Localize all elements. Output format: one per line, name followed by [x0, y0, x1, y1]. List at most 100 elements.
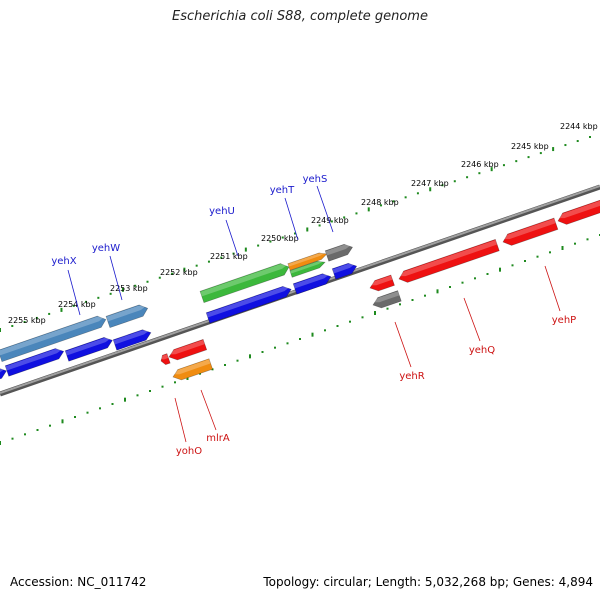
- outer-tick: [109, 292, 112, 295]
- cds-forward-2-highlight: [5, 348, 63, 371]
- inner-tick: [474, 277, 476, 280]
- cds-reverse-1: [160, 353, 171, 366]
- outer-tick: [146, 280, 149, 283]
- kbp-label-group: 2244 kbp 2245 kbp 2246 kbp 2247 kbp 2248 kbp…: [8, 122, 598, 325]
- outer-tick: [207, 260, 210, 263]
- cds-reverse-yehQ: [398, 239, 500, 283]
- inner-tick: [224, 364, 226, 366]
- outer-tick: [318, 224, 321, 227]
- cds-forward-6-shape: [292, 273, 332, 295]
- inner-tick: [424, 294, 426, 297]
- outer-tick-ring: [0, 136, 591, 332]
- outer-tick: [269, 240, 272, 243]
- outer-tick: [380, 204, 383, 207]
- inner-tick: [186, 376, 189, 380]
- outer-tick: [257, 244, 260, 247]
- kbp-label: 2250 kbp: [261, 234, 299, 243]
- outer-tick: [552, 147, 555, 152]
- leader-line-yohO: [174, 397, 187, 443]
- gene-yehT-highlight: [287, 252, 327, 267]
- outer-tick: [220, 256, 223, 259]
- gene-label-mlrA: mlrA: [206, 433, 230, 444]
- inner-tick: [211, 368, 214, 371]
- outer-tick: [294, 232, 296, 235]
- cds-reverse-3: [369, 274, 395, 292]
- gene-yehT-green: [289, 260, 326, 278]
- cds-forward-2: [4, 348, 65, 377]
- cds-reverse-yehP: [557, 198, 600, 225]
- outer-tick: [281, 236, 284, 239]
- cds-forward-3-shape: [64, 337, 113, 362]
- kbp-label: 2248 kbp: [361, 198, 399, 207]
- leader-line-yehW: [109, 255, 123, 301]
- leader-line-yehS: [316, 185, 334, 233]
- outer-tick: [244, 247, 247, 252]
- outer-tick: [195, 264, 198, 267]
- kbp-label: 2246 kbp: [461, 160, 499, 169]
- cds-forward-4-shape: [112, 329, 152, 351]
- outer-tick: [576, 140, 579, 143]
- inner-tick: [161, 385, 164, 388]
- gene-yehX-highlight: [0, 316, 105, 356]
- gene-yehR-highlight: [372, 291, 400, 303]
- outer-tick: [330, 220, 333, 223]
- gene-mlrA-highlight: [172, 359, 211, 375]
- outer-tick: [343, 216, 346, 219]
- cds-forward-7-highlight: [332, 263, 356, 274]
- kbp-label: 2252 kbp: [160, 268, 198, 277]
- gene-label-yehT: yehT: [270, 185, 295, 196]
- cds-reverse-3-shape: [369, 274, 395, 292]
- leader-line-yehR: [394, 321, 412, 368]
- outer-tick: [97, 296, 100, 299]
- gene-label-yehU: yehU: [209, 206, 235, 217]
- outer-tick: [490, 167, 493, 172]
- gene-label-yehP: yehP: [552, 315, 576, 326]
- inner-tick: [86, 411, 89, 414]
- inner-tick: [274, 346, 276, 349]
- gene-yehU-highlight: [200, 264, 288, 297]
- inner-tick: [361, 316, 364, 319]
- cds-forward-5: [205, 286, 292, 324]
- inner-tick: [174, 381, 176, 384]
- outer-tick: [60, 307, 63, 312]
- inner-tick: [311, 332, 314, 337]
- inner-tick: [436, 289, 439, 294]
- outer-tick: [85, 300, 88, 303]
- gene-yehS-shape: [324, 243, 353, 262]
- cds-reverse-2: [168, 339, 208, 361]
- gene-yehT: [287, 252, 328, 271]
- gene-yehW: [105, 304, 149, 329]
- cds-reverse-yehQ-highlight: [398, 239, 498, 277]
- outer-tick: [527, 156, 530, 159]
- outer-tick: [11, 324, 14, 327]
- inner-tick: [574, 242, 576, 245]
- outer-tick: [121, 287, 124, 292]
- outer-tick: [306, 227, 309, 232]
- cds-reverse-yehQ-shape: [398, 239, 500, 283]
- inner-tick: [11, 437, 14, 440]
- gene-yehT-shape: [287, 252, 328, 271]
- outer-tick: [171, 272, 174, 275]
- outer-tick: [35, 316, 38, 319]
- map-title: Escherichia coli S88, complete genome: [172, 9, 428, 24]
- cds-forward-1: [0, 367, 7, 386]
- outer-tick: [48, 312, 51, 315]
- outer-tick: [158, 276, 161, 279]
- cds-forward-4-highlight: [113, 330, 151, 345]
- inner-tick: [99, 407, 101, 410]
- inner-tick: [349, 320, 351, 323]
- leader-line-yehP: [544, 265, 561, 312]
- inner-tick: [324, 329, 326, 332]
- gene-yehW-highlight: [106, 305, 147, 322]
- inner-tick: [299, 338, 301, 340]
- gene-yehR: [372, 290, 402, 309]
- gene-mlrA: [172, 358, 213, 381]
- inner-tick: [499, 267, 501, 272]
- kbp-label: 2251 kbp: [210, 252, 248, 261]
- inner-tick: [149, 390, 151, 392]
- outer-tick: [404, 196, 407, 199]
- outer-tick: [416, 192, 419, 195]
- outer-tick: [367, 207, 370, 212]
- inner-tick-ring: [0, 234, 600, 445]
- gene-label-yehW: yehW: [92, 243, 120, 254]
